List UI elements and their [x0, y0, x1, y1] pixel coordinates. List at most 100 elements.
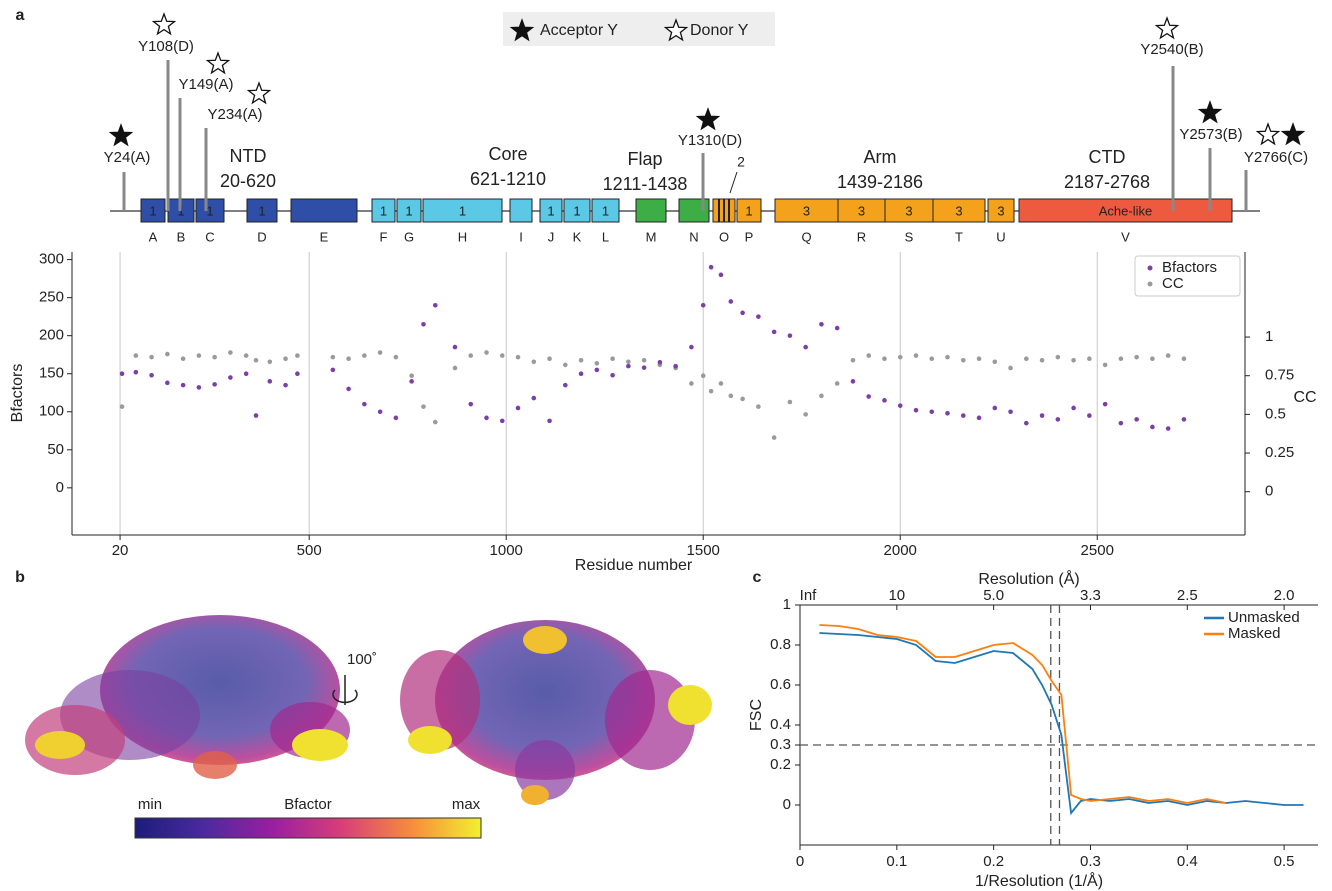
- point: [563, 362, 568, 368]
- point: [657, 360, 663, 365]
- x-axis-label: 1/Resolution (1/Å): [975, 871, 1103, 890]
- point: [960, 357, 966, 363]
- pointer: [729, 171, 738, 194]
- point: [1150, 424, 1155, 430]
- segment-letter: V: [1121, 229, 1130, 244]
- segment-letter: P: [745, 229, 754, 244]
- point: [1102, 401, 1108, 407]
- segment-letter: O: [719, 229, 729, 244]
- segment-letter: M: [646, 229, 657, 244]
- donor-star: [1255, 122, 1281, 146]
- segment-number: 3: [858, 203, 865, 218]
- point: [803, 344, 808, 350]
- point: [196, 353, 202, 358]
- segment-letter: I: [519, 229, 523, 244]
- y-tick-label: 0.2: [770, 756, 791, 773]
- y-tick-label: 100: [39, 403, 64, 420]
- point: [362, 353, 367, 358]
- x-tick-label: 2000: [884, 542, 917, 559]
- segment-number: 3: [905, 203, 912, 218]
- point: [960, 413, 966, 418]
- panel-label: a: [16, 7, 25, 24]
- point: [740, 310, 745, 316]
- point: [432, 302, 438, 308]
- donor-star: [663, 18, 689, 42]
- segment-letter: K: [573, 229, 582, 244]
- y-tick-label: 0.4: [770, 716, 791, 733]
- point: [468, 353, 474, 358]
- segment-letter: C: [205, 229, 214, 244]
- point: [1055, 354, 1061, 360]
- segment: [371, 198, 396, 223]
- point: [228, 375, 233, 380]
- segment: [509, 198, 533, 223]
- point: [929, 409, 935, 415]
- point: [1008, 409, 1013, 415]
- domain-range: 621-1210: [470, 169, 546, 189]
- segment-number: 1: [459, 203, 466, 218]
- point: [945, 354, 950, 360]
- structure-view-1: [25, 615, 350, 779]
- point: [1087, 356, 1092, 362]
- point: [1008, 365, 1013, 371]
- point: [689, 381, 694, 386]
- point: [740, 396, 745, 402]
- segment-letter: H: [458, 229, 467, 244]
- segment-number: 1: [149, 203, 156, 218]
- domain-range: 1439-2186: [837, 172, 923, 192]
- segment: [422, 198, 503, 223]
- segment: [396, 198, 422, 223]
- point: [1102, 362, 1108, 368]
- legend-label: Donor Y: [690, 22, 749, 39]
- segment-number: 1: [547, 203, 554, 218]
- segment-number: 1: [258, 203, 265, 218]
- x-tick-label: 1500: [687, 542, 720, 559]
- domain-name: NTD: [230, 146, 267, 166]
- point: [1118, 420, 1124, 426]
- point: [267, 379, 273, 384]
- x-axis-label: Residue number: [575, 557, 693, 574]
- point: [803, 412, 808, 417]
- segment-number: 1: [745, 203, 752, 218]
- segment-letter: G: [404, 229, 414, 244]
- point: [673, 363, 678, 369]
- segment-letter: U: [996, 229, 1005, 244]
- segment-number: 2: [737, 154, 745, 170]
- point: [295, 353, 300, 358]
- x-tick-label: 0: [796, 853, 804, 870]
- segment: [987, 198, 1015, 223]
- point: [626, 363, 631, 369]
- point: [1165, 353, 1171, 358]
- point: [393, 415, 399, 421]
- point: [850, 379, 856, 384]
- point: [1071, 357, 1076, 363]
- x2-tick-label: 2.5: [1177, 587, 1198, 604]
- y2-axis-label: CC: [1293, 389, 1316, 406]
- point: [913, 353, 919, 358]
- y-tick-label: 250: [39, 289, 64, 306]
- fsc-curve: [819, 624, 1227, 804]
- point: [1150, 356, 1155, 362]
- domain-range: 2187-2768: [1064, 172, 1150, 192]
- point: [515, 405, 521, 411]
- point: [771, 329, 777, 335]
- point: [1039, 357, 1045, 363]
- point: [421, 404, 426, 409]
- site-label: Y2540(B): [1140, 41, 1203, 58]
- point: [253, 357, 259, 363]
- point: [133, 353, 139, 358]
- segment-number: 3: [803, 203, 810, 218]
- segment-number: Ache-like: [1099, 203, 1152, 218]
- point: [377, 350, 383, 355]
- donor-star: [1154, 16, 1180, 40]
- point: [594, 361, 600, 366]
- colorbar: [134, 817, 482, 839]
- y-tick-label: 0: [56, 479, 64, 496]
- segment-number: 1: [573, 203, 580, 218]
- y-tick-label: 1: [783, 596, 791, 613]
- point: [610, 356, 615, 362]
- segment: [290, 198, 358, 223]
- point: [787, 399, 793, 405]
- point: [243, 353, 249, 358]
- y-tick-label: 0: [783, 796, 791, 813]
